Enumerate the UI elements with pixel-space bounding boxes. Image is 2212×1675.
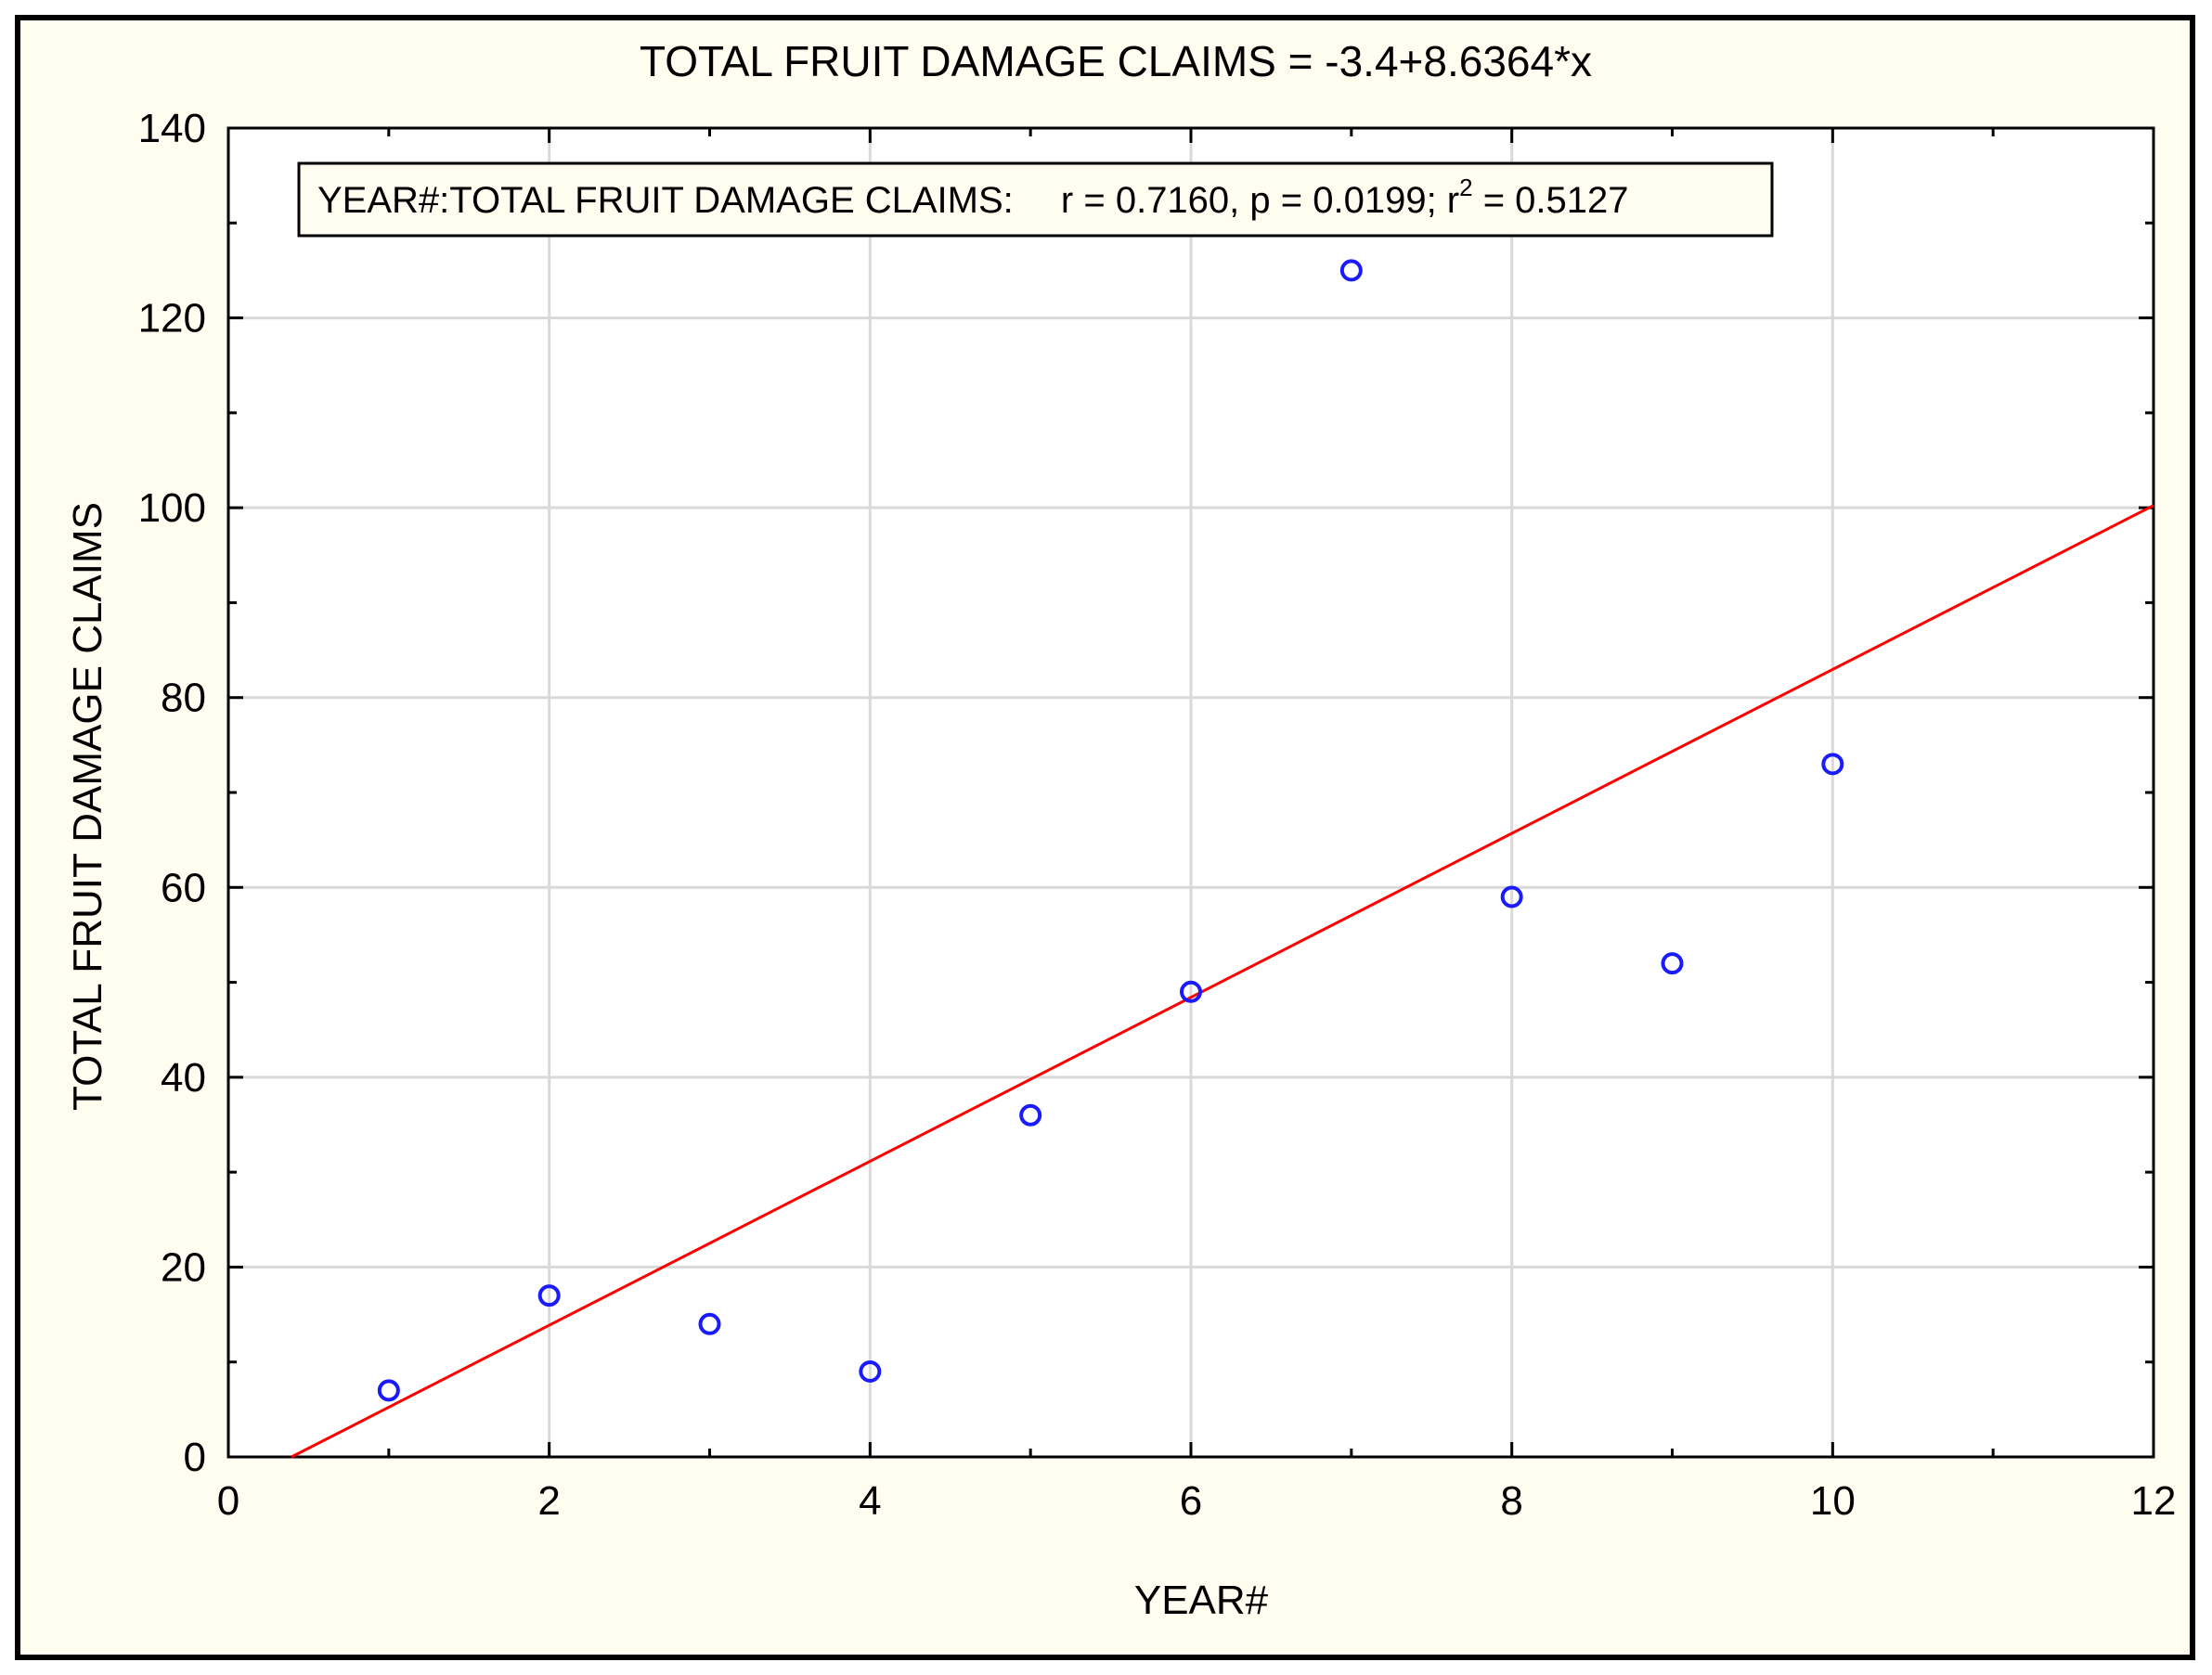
y-tick-label: 80 <box>161 676 206 721</box>
data-point <box>1661 952 1684 975</box>
regression-line <box>291 504 2154 1459</box>
stats-box: YEAR#:TOTAL FRUIT DAMAGE CLAIMS: r = 0.7… <box>297 161 1774 238</box>
x-tick-label: 2 <box>537 1478 560 1524</box>
x-tick-label: 0 <box>217 1478 239 1524</box>
chart-title: TOTAL FRUIT DAMAGE CLAIMS = -3.4+8.6364*… <box>640 37 1592 85</box>
data-point <box>859 1359 882 1383</box>
stats-r2-value: = 0.5127 <box>1473 180 1629 221</box>
x-tick-label: 6 <box>1180 1478 1202 1524</box>
y-axis-label: TOTAL FRUIT DAMAGE CLAIMS <box>65 502 110 1111</box>
data-points <box>377 259 1844 1402</box>
stats-r-value: r = 0.7160, p = 0.0199; r <box>1061 180 1459 221</box>
data-point <box>1019 1103 1042 1127</box>
plot-border <box>226 126 2155 1459</box>
y-tick-label: 100 <box>138 485 206 531</box>
data-point <box>1500 885 1523 908</box>
y-tick-label: 60 <box>161 865 206 910</box>
y-tick-labels: 0 20 40 60 80 100 120 140 <box>138 106 206 1480</box>
x-axis-label: YEAR# <box>1134 1578 1269 1623</box>
x-tick-labels: 0 2 4 6 8 10 12 <box>217 1478 2177 1524</box>
stats-r2-superscript: 2 <box>1459 174 1472 201</box>
data-point <box>537 1284 561 1308</box>
y-tick-label: 140 <box>138 106 206 151</box>
scatter-plot: 0 2 4 6 8 10 12 0 20 40 60 80 100 120 140 TOTAL FRUIT… <box>65 37 2177 1623</box>
y-tick-label: 40 <box>161 1055 206 1101</box>
data-point <box>698 1312 721 1335</box>
stats-text: YEAR#:TOTAL FRUIT DAMAGE CLAIMS: r = 0.7… <box>317 174 1629 221</box>
stats-label: YEAR#:TOTAL FRUIT DAMAGE CLAIMS: <box>317 180 1014 221</box>
grid-lines <box>228 128 2154 1457</box>
data-point <box>1180 980 1202 1003</box>
data-point <box>1821 753 1844 776</box>
y-tick-label: 0 <box>184 1435 206 1480</box>
data-point <box>1339 259 1363 282</box>
x-tick-label: 4 <box>859 1478 881 1524</box>
y-tick-label: 20 <box>161 1244 206 1290</box>
x-tick-label: 12 <box>2131 1478 2177 1524</box>
chart-frame: 0 2 4 6 8 10 12 0 20 40 60 80 100 120 140 TOTAL FRUIT… <box>15 15 2195 1660</box>
x-tick-label: 8 <box>1500 1478 1522 1524</box>
y-tick-label: 120 <box>138 296 206 341</box>
x-tick-label: 10 <box>1810 1478 1856 1524</box>
data-point <box>377 1379 400 1402</box>
stats-box-border <box>297 161 1774 238</box>
